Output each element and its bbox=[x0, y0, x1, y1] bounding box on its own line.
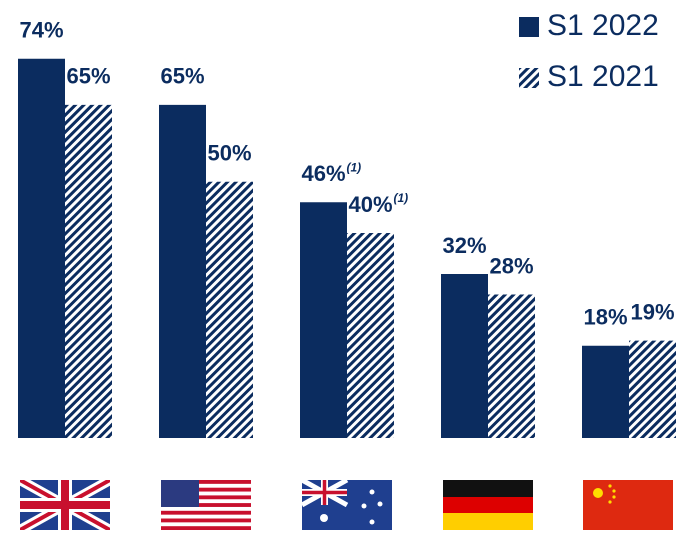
value-label: 40% bbox=[348, 192, 392, 217]
value-label: 18% bbox=[583, 305, 627, 330]
bar bbox=[629, 340, 676, 438]
legend-swatch bbox=[519, 68, 539, 88]
bar bbox=[159, 104, 206, 438]
value-label: 65% bbox=[66, 64, 110, 89]
bar bbox=[582, 345, 629, 438]
flag-de bbox=[443, 480, 533, 530]
value-label: 28% bbox=[489, 253, 533, 278]
flag-uk bbox=[20, 480, 110, 530]
bar bbox=[206, 181, 253, 438]
legend-label: S1 2021 bbox=[547, 60, 659, 93]
bar bbox=[488, 294, 535, 438]
value-label: 46% bbox=[301, 161, 345, 186]
bar bbox=[18, 58, 65, 438]
bar bbox=[347, 233, 394, 438]
value-label: 19% bbox=[630, 299, 674, 324]
footnote: (1) bbox=[394, 191, 409, 205]
flag-cn bbox=[583, 480, 673, 530]
value-label: 74% bbox=[19, 18, 63, 43]
bar bbox=[441, 274, 488, 438]
legend-swatch bbox=[519, 17, 539, 37]
value-label: 50% bbox=[207, 141, 251, 166]
value-label: 32% bbox=[442, 233, 486, 258]
bar bbox=[300, 202, 347, 438]
flag-au bbox=[302, 480, 392, 530]
value-label: 65% bbox=[160, 64, 204, 89]
legend-label: S1 2022 bbox=[547, 9, 659, 42]
bar bbox=[65, 104, 112, 438]
flag-us bbox=[161, 480, 251, 530]
footnote: (1) bbox=[347, 160, 362, 174]
